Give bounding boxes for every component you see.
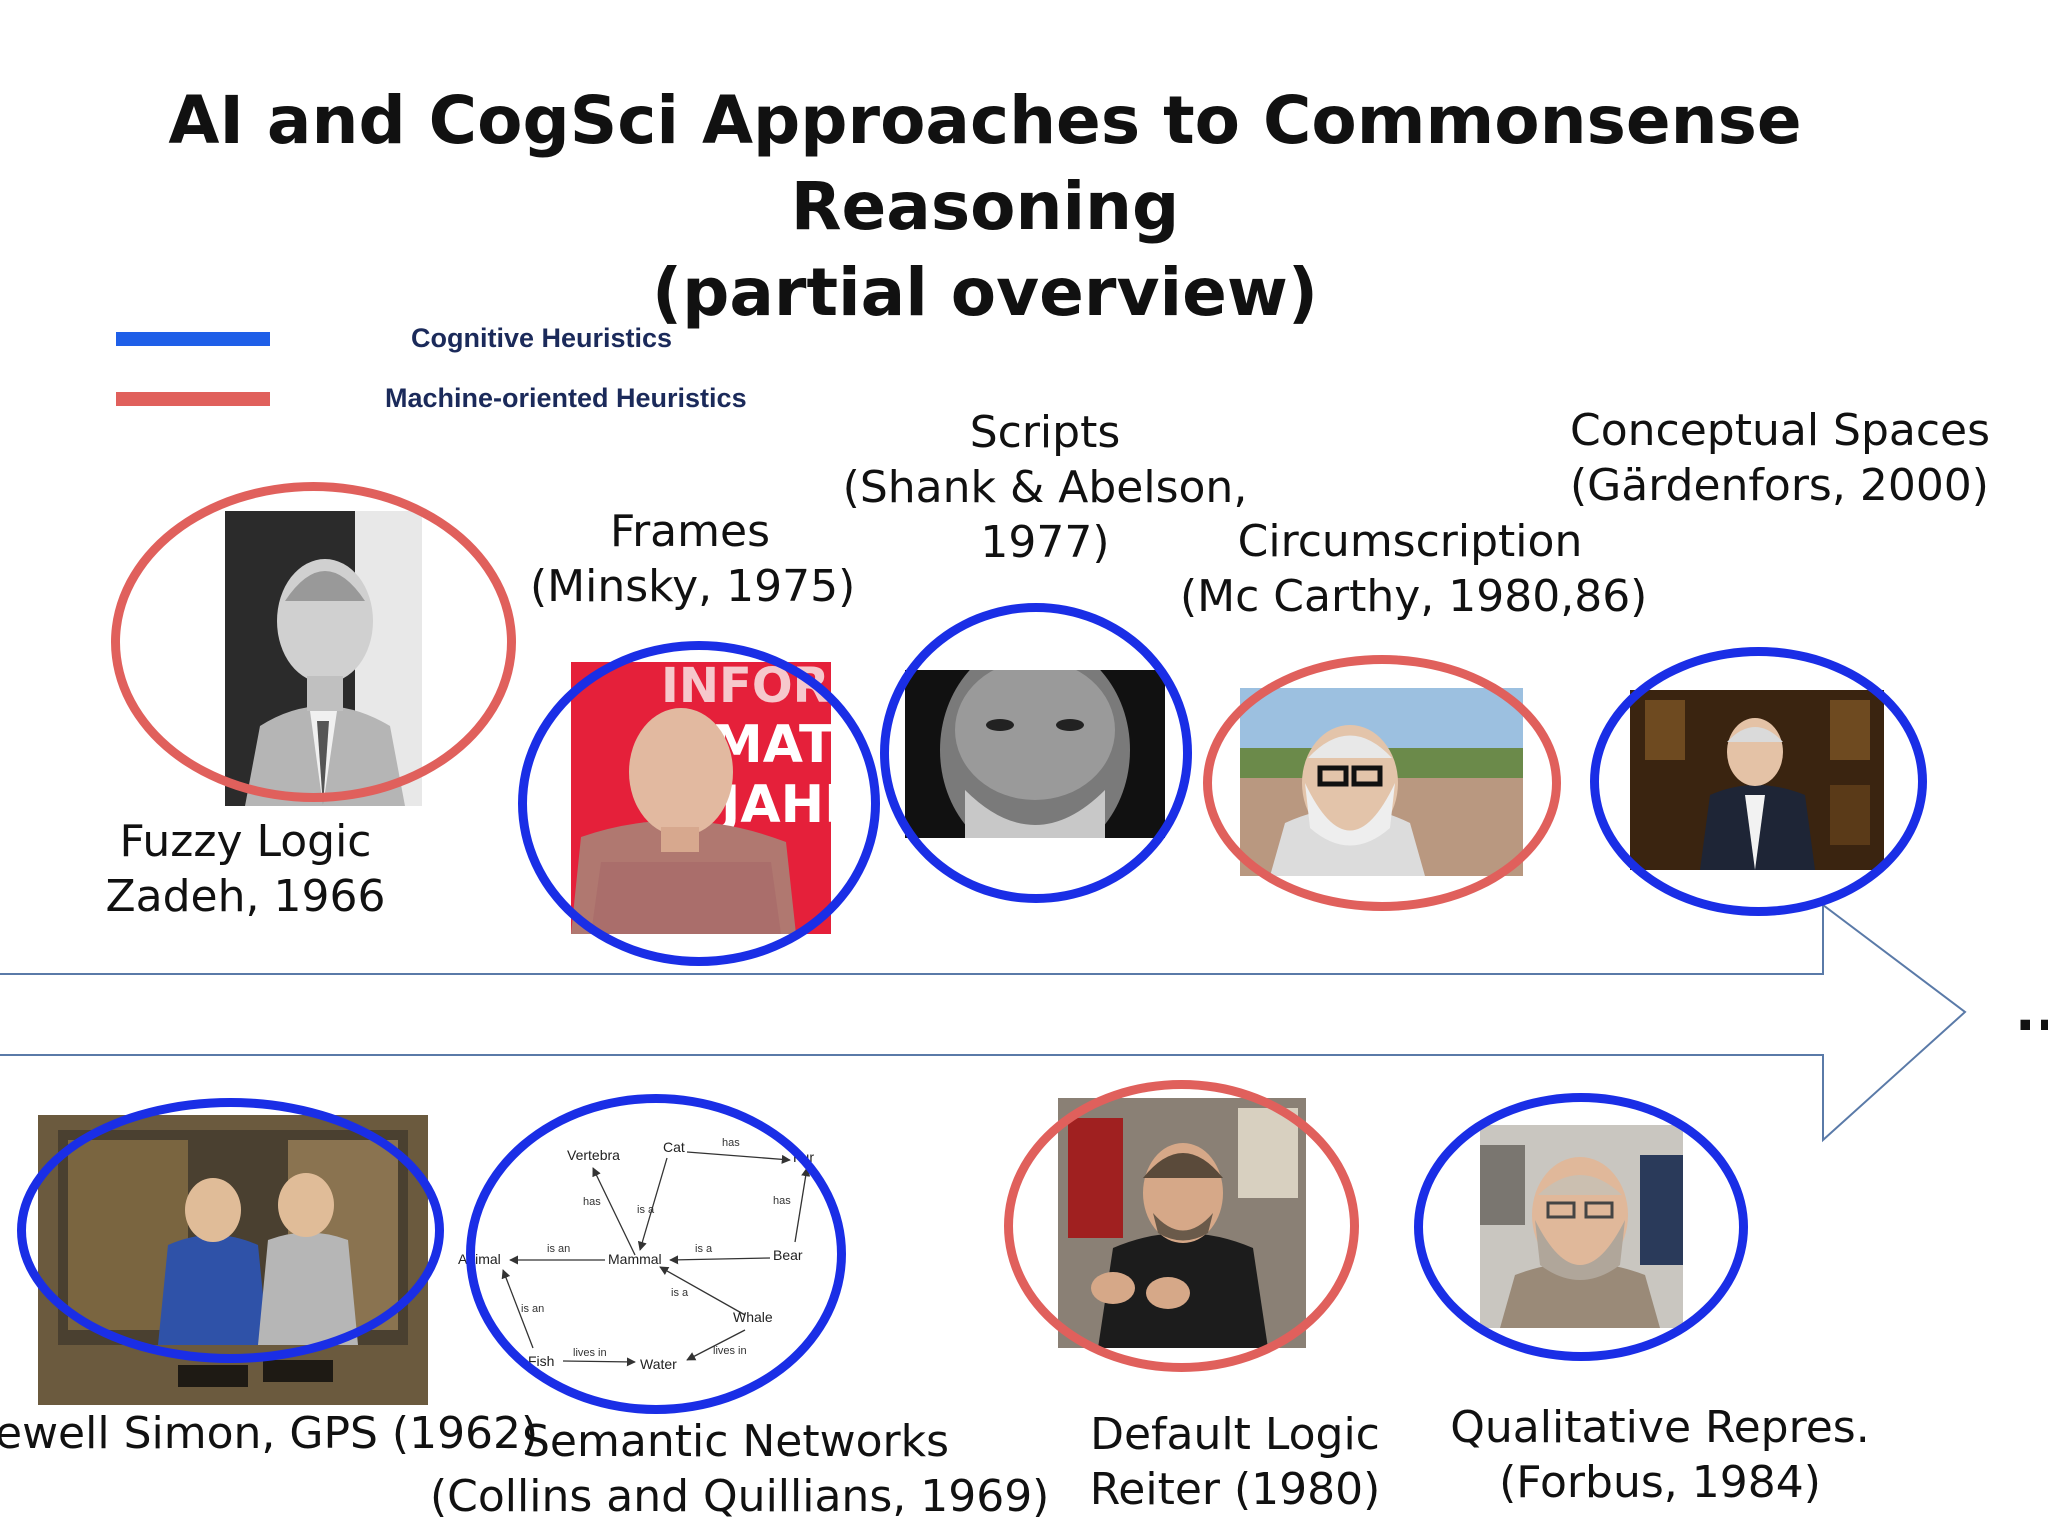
semantic-networks-author: (Collins and Quillians, 1969) (430, 1471, 1050, 1522)
default-logic-name: Default Logic (1090, 1409, 1380, 1460)
ring-qualitative-repres (1414, 1093, 1748, 1361)
label-default-logic: Default Logic Reiter (1980) (1070, 1407, 1400, 1517)
scripts-name: Scripts (969, 407, 1121, 458)
legend-swatch-cognitive (116, 332, 270, 346)
fuzzy-logic-name: Fuzzy Logic (119, 816, 372, 867)
frames-name: Frames (609, 506, 770, 557)
label-semantic-networks: Semantic Networks (Collins and Quillians… (430, 1414, 1050, 1524)
qualitative-repres-author: (Forbus, 1984) (1499, 1457, 1821, 1508)
ring-frames (518, 641, 880, 966)
ring-fuzzy-logic (111, 482, 516, 802)
ring-semantic-networks (466, 1094, 846, 1414)
conceptual-spaces-author: (Gärdenfors, 2000) (1570, 460, 1989, 511)
default-logic-author: Reiter (1980) (1089, 1464, 1381, 1515)
legend-swatch-machine (116, 392, 270, 406)
conceptual-spaces-name: Conceptual Spaces (1570, 405, 1991, 456)
slide-title: AI and CogSci Approaches to Commonsense … (0, 78, 1970, 336)
circumscription-author: (Mc Carthy, 1980,86) (1180, 571, 1648, 622)
legend-label-machine: Machine-oriented Heuristics (385, 383, 747, 413)
scripts-author: (Shank & Abelson, (842, 462, 1248, 513)
fuzzy-logic-author: Zadeh, 1966 (105, 871, 386, 922)
semantic-networks-name: Semantic Networks (522, 1416, 950, 1467)
title-line-2: (partial overview) (651, 254, 1319, 331)
label-frames: Frames (Minsky, 1975) (530, 504, 856, 614)
timeline-continuation: ... (2015, 980, 2048, 1043)
qualitative-repres-name: Qualitative Repres. (1450, 1402, 1870, 1453)
ring-circumscription (1203, 655, 1561, 911)
circumscription-name: Circumscription (1237, 516, 1583, 567)
ring-scripts (880, 603, 1192, 903)
title-line-1: AI and CogSci Approaches to Commonsense … (168, 82, 1802, 245)
legend-label-cognitive: Cognitive Heuristics (411, 323, 673, 353)
label-scripts: Scripts (Shank & Abelson, 1977) (840, 405, 1250, 570)
label-qualitative-repres: Qualitative Repres. (Forbus, 1984) (1440, 1400, 1880, 1510)
gps-name: ewell Simon, GPS (1962) (0, 1408, 539, 1459)
scripts-year: 1977) (980, 517, 1110, 568)
label-conceptual-spaces: Conceptual Spaces (Gärdenfors, 2000) (1570, 403, 1991, 513)
ring-conceptual-spaces (1590, 647, 1927, 916)
label-gps: ewell Simon, GPS (1962) (0, 1406, 539, 1461)
ring-default-logic (1004, 1080, 1359, 1372)
label-circumscription: Circumscription (Mc Carthy, 1980,86) (1180, 514, 1648, 624)
ring-gps (17, 1098, 444, 1363)
frames-author: (Minsky, 1975) (530, 561, 856, 612)
label-fuzzy-logic: Fuzzy Logic Zadeh, 1966 (93, 814, 398, 924)
